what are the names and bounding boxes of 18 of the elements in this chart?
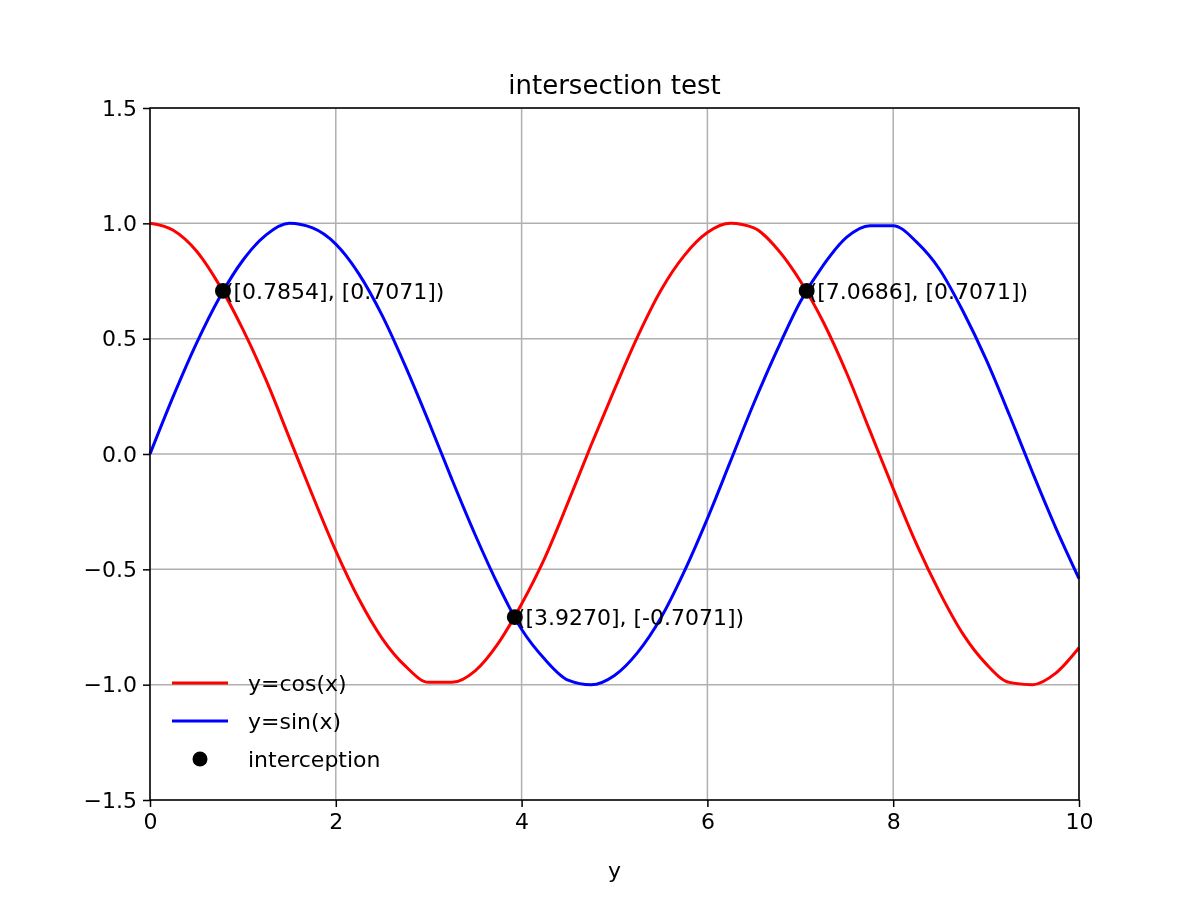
y-tick-label: −1.0: [83, 672, 137, 698]
y-tick-label: 1.0: [102, 210, 137, 236]
x-tick-label: 6: [700, 808, 715, 834]
y-tick-label: −1.5: [83, 787, 137, 813]
x-tick-label: 8: [886, 808, 901, 834]
y-tick-label: 0.0: [102, 441, 137, 467]
x-tick-label: 2: [329, 808, 344, 834]
y-tick-label: 0.5: [102, 326, 137, 352]
chart-title: intersection test: [508, 70, 721, 100]
legend-label: y=sin(x): [248, 708, 342, 734]
x-tick-label: 10: [1065, 808, 1094, 834]
x-tick-label: 0: [143, 808, 158, 834]
legend-label: y=cos(x): [248, 670, 347, 696]
y-tick-label: 1.5: [102, 95, 137, 121]
y-tick-label: −0.5: [83, 556, 137, 582]
legend-label: interception: [248, 746, 381, 772]
x-axis-title: y: [607, 858, 622, 883]
x-tick-label: 4: [515, 808, 530, 834]
